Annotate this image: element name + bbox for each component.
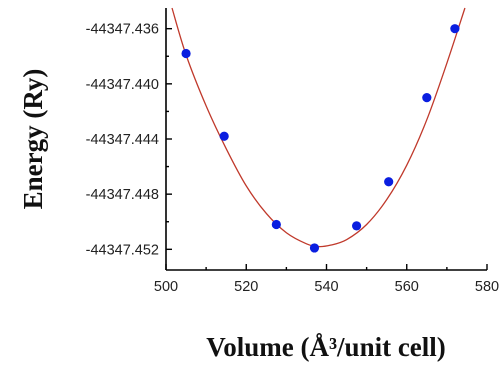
x-tick-label: 500: [154, 279, 178, 295]
y-axis-ticks: -44347.436 -44347.440 -44347.444 -44347.448…: [86, 22, 172, 258]
x-axis-ticks: 500 520 540 560 580: [154, 264, 499, 295]
data-point: [351, 221, 362, 231]
y-tick-label: -44347.444: [86, 132, 159, 148]
plot-frame: [165, 8, 487, 271]
y-axis-title: Energy (Ry): [18, 69, 48, 210]
x-tick-label: 580: [475, 279, 499, 295]
data-point: [271, 219, 281, 230]
y-tick-label: -44347.452: [86, 242, 159, 258]
fit-curve-layer: [171, 7, 466, 248]
data-point: [309, 243, 320, 253]
data-point: [384, 177, 394, 187]
y-tick-label: -44347.448: [86, 187, 159, 203]
data-point: [422, 93, 432, 103]
x-axis-title: Volume (Å³/unit cell): [206, 332, 446, 362]
fit-curve-line: [171, 7, 466, 248]
x-tick-label: 560: [395, 279, 419, 295]
data-points-layer: [181, 24, 460, 253]
x-tick-label: 540: [314, 279, 338, 295]
data-point: [450, 24, 460, 34]
y-tick-label: -44347.436: [86, 22, 159, 38]
data-point: [219, 131, 229, 141]
x-tick-label: 520: [234, 279, 258, 295]
y-tick-label: -44347.440: [86, 77, 159, 93]
data-point: [181, 48, 191, 59]
